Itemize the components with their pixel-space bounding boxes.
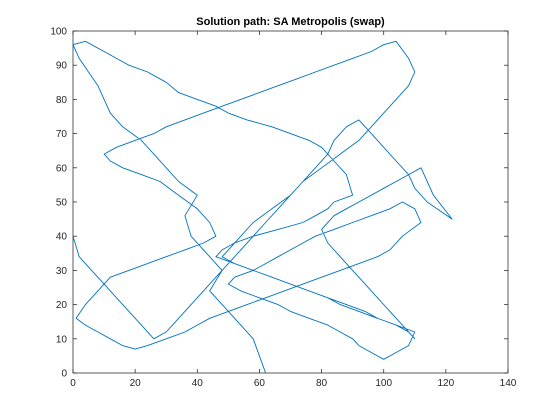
y-tick-label: 70: [56, 129, 68, 140]
chart-title: Solution path: SA Metropolis (swap): [196, 16, 385, 28]
y-tick-label: 100: [50, 27, 67, 38]
x-tick-label: 60: [254, 378, 266, 389]
axes-box: [72, 30, 509, 374]
x-tick-label: 0: [70, 378, 76, 389]
x-tick-label: 20: [130, 378, 142, 389]
x-tick-label: 80: [316, 378, 328, 389]
y-tick-label: 80: [56, 95, 68, 106]
y-tick-label: 10: [56, 334, 68, 345]
x-tick-label: 40: [192, 378, 204, 389]
path-layer: [72, 40, 453, 374]
y-tick-label: 50: [56, 198, 68, 209]
x-tick-label: 100: [375, 378, 392, 389]
series-line-0: [72, 40, 453, 374]
x-tick-label: 120: [438, 378, 455, 389]
y-tick-label: 0: [61, 369, 67, 380]
plot-area: 0 20 40 60 80 100 120 140 0 10 20 30 40 50 60 70 80 90 10…: [50, 27, 516, 390]
y-tick-label: 30: [56, 266, 68, 277]
y-tick-label: 90: [56, 61, 68, 72]
y-tick-label: 40: [56, 232, 68, 243]
x-tick-label: 140: [500, 378, 517, 389]
y-tick-label: 60: [56, 163, 68, 174]
y-axis: 0 10 20 30 40 50 60 70 80 90 100: [50, 27, 508, 380]
y-tick-label: 20: [56, 300, 68, 311]
x-axis: 0 20 40 60 80 100 120 140: [70, 31, 517, 389]
